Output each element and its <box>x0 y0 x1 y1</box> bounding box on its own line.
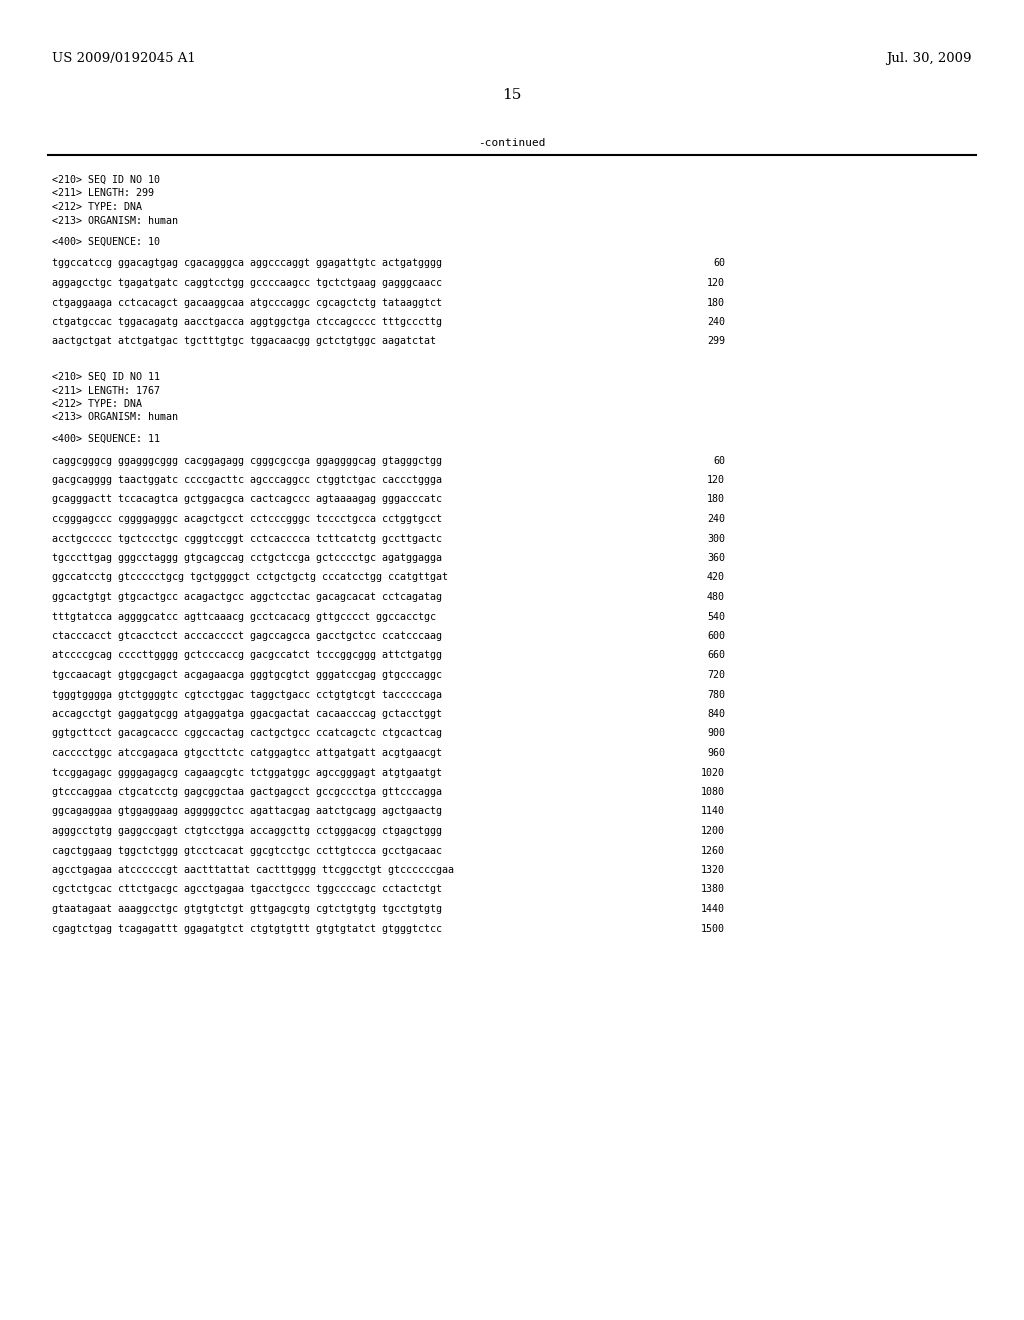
Text: 300: 300 <box>707 533 725 544</box>
Text: ggtgcttcct gacagcaccc cggccactag cactgctgcc ccatcagctc ctgcactcag: ggtgcttcct gacagcaccc cggccactag cactgct… <box>52 729 442 738</box>
Text: acctgccccc tgctccctgc cgggtccggt cctcacccca tcttcatctg gccttgactc: acctgccccc tgctccctgc cgggtccggt cctcacc… <box>52 533 442 544</box>
Text: <212> TYPE: DNA: <212> TYPE: DNA <box>52 399 142 409</box>
Text: 420: 420 <box>707 573 725 582</box>
Text: aggagcctgc tgagatgatc caggtcctgg gccccaagcc tgctctgaag gagggcaacc: aggagcctgc tgagatgatc caggtcctgg gccccaa… <box>52 279 442 288</box>
Text: 900: 900 <box>707 729 725 738</box>
Text: <400> SEQUENCE: 10: <400> SEQUENCE: 10 <box>52 238 160 247</box>
Text: cgagtctgag tcagagattt ggagatgtct ctgtgtgttt gtgtgtatct gtgggtctcc: cgagtctgag tcagagattt ggagatgtct ctgtgtg… <box>52 924 442 933</box>
Text: 15: 15 <box>503 88 521 102</box>
Text: gtaatagaat aaaggcctgc gtgtgtctgt gttgagcgtg cgtctgtgtg tgcctgtgtg: gtaatagaat aaaggcctgc gtgtgtctgt gttgagc… <box>52 904 442 913</box>
Text: US 2009/0192045 A1: US 2009/0192045 A1 <box>52 51 196 65</box>
Text: <212> TYPE: DNA: <212> TYPE: DNA <box>52 202 142 213</box>
Text: 1320: 1320 <box>701 865 725 875</box>
Text: <400> SEQUENCE: 11: <400> SEQUENCE: 11 <box>52 434 160 444</box>
Text: 660: 660 <box>707 651 725 660</box>
Text: tgcccttgag gggcctaggg gtgcagccag cctgctccga gctcccctgc agatggagga: tgcccttgag gggcctaggg gtgcagccag cctgctc… <box>52 553 442 564</box>
Text: tccggagagc ggggagagcg cagaagcgtc tctggatggc agccgggagt atgtgaatgt: tccggagagc ggggagagcg cagaagcgtc tctggat… <box>52 767 442 777</box>
Text: ccgggagccc cggggagggc acagctgcct cctcccgggc tcccctgcca cctggtgcct: ccgggagccc cggggagggc acagctgcct cctcccg… <box>52 513 442 524</box>
Text: 960: 960 <box>707 748 725 758</box>
Text: tttgtatcca aggggcatcc agttcaaacg gcctcacacg gttgcccct ggccacctgc: tttgtatcca aggggcatcc agttcaaacg gcctcac… <box>52 611 436 622</box>
Text: 1380: 1380 <box>701 884 725 895</box>
Text: <210> SEQ ID NO 11: <210> SEQ ID NO 11 <box>52 372 160 381</box>
Text: 240: 240 <box>707 513 725 524</box>
Text: aactgctgat atctgatgac tgctttgtgc tggacaacgg gctctgtggc aagatctat: aactgctgat atctgatgac tgctttgtgc tggacaa… <box>52 337 436 346</box>
Text: 1080: 1080 <box>701 787 725 797</box>
Text: 840: 840 <box>707 709 725 719</box>
Text: <211> LENGTH: 299: <211> LENGTH: 299 <box>52 189 154 198</box>
Text: agcctgagaa atccccccgt aactttattat cactttgggg ttcggcctgt gtccccccgaa: agcctgagaa atccccccgt aactttattat cacttt… <box>52 865 454 875</box>
Text: gcagggactt tccacagtca gctggacgca cactcagccc agtaaaagag gggacccatc: gcagggactt tccacagtca gctggacgca cactcag… <box>52 495 442 504</box>
Text: ctgaggaaga cctcacagct gacaaggcaa atgcccaggc cgcagctctg tataaggtct: ctgaggaaga cctcacagct gacaaggcaa atgccca… <box>52 297 442 308</box>
Text: tgccaacagt gtggcgagct acgagaacga gggtgcgtct gggatccgag gtgcccaggc: tgccaacagt gtggcgagct acgagaacga gggtgcg… <box>52 671 442 680</box>
Text: tgggtgggga gtctggggtc cgtcctggac taggctgacc cctgtgtcgt tacccccaga: tgggtgggga gtctggggtc cgtcctggac taggctg… <box>52 689 442 700</box>
Text: 1200: 1200 <box>701 826 725 836</box>
Text: tggccatccg ggacagtgag cgacagggca aggcccaggt ggagattgtc actgatgggg: tggccatccg ggacagtgag cgacagggca aggccca… <box>52 259 442 268</box>
Text: Jul. 30, 2009: Jul. 30, 2009 <box>887 51 972 65</box>
Text: <213> ORGANISM: human: <213> ORGANISM: human <box>52 412 178 422</box>
Text: caggcgggcg ggagggcggg cacggagagg cgggcgccga ggaggggcag gtagggctgg: caggcgggcg ggagggcggg cacggagagg cgggcgc… <box>52 455 442 466</box>
Text: agggcctgtg gaggccgagt ctgtcctgga accaggcttg cctgggacgg ctgagctggg: agggcctgtg gaggccgagt ctgtcctgga accaggc… <box>52 826 442 836</box>
Text: 600: 600 <box>707 631 725 642</box>
Text: 299: 299 <box>707 337 725 346</box>
Text: 1500: 1500 <box>701 924 725 933</box>
Text: 540: 540 <box>707 611 725 622</box>
Text: ggccatcctg gtccccctgcg tgctggggct cctgctgctg cccatcctgg ccatgttgat: ggccatcctg gtccccctgcg tgctggggct cctgct… <box>52 573 449 582</box>
Text: atccccgcag ccccttgggg gctcccaccg gacgccatct tcccggcggg attctgatgg: atccccgcag ccccttgggg gctcccaccg gacgcca… <box>52 651 442 660</box>
Text: 1140: 1140 <box>701 807 725 817</box>
Text: 120: 120 <box>707 475 725 484</box>
Text: 60: 60 <box>713 259 725 268</box>
Text: 60: 60 <box>713 455 725 466</box>
Text: cagctggaag tggctctggg gtcctcacat ggcgtcctgc ccttgtccca gcctgacaac: cagctggaag tggctctggg gtcctcacat ggcgtcc… <box>52 846 442 855</box>
Text: ctgatgccac tggacagatg aacctgacca aggtggctga ctccagcccc tttgcccttg: ctgatgccac tggacagatg aacctgacca aggtggc… <box>52 317 442 327</box>
Text: <211> LENGTH: 1767: <211> LENGTH: 1767 <box>52 385 160 396</box>
Text: -continued: -continued <box>478 139 546 148</box>
Text: 720: 720 <box>707 671 725 680</box>
Text: gacgcagggg taactggatc ccccgacttc agcccaggcc ctggtctgac caccctggga: gacgcagggg taactggatc ccccgacttc agcccag… <box>52 475 442 484</box>
Text: ctacccacct gtcacctcct acccacccct gagccagcca gacctgctcc ccatcccaag: ctacccacct gtcacctcct acccacccct gagccag… <box>52 631 442 642</box>
Text: 120: 120 <box>707 279 725 288</box>
Text: <213> ORGANISM: human: <213> ORGANISM: human <box>52 215 178 226</box>
Text: ggcactgtgt gtgcactgcc acagactgcc aggctcctac gacagcacat cctcagatag: ggcactgtgt gtgcactgcc acagactgcc aggctcc… <box>52 591 442 602</box>
Text: 360: 360 <box>707 553 725 564</box>
Text: 1440: 1440 <box>701 904 725 913</box>
Text: 780: 780 <box>707 689 725 700</box>
Text: cacccctggc atccgagaca gtgccttctc catggagtcc attgatgatt acgtgaacgt: cacccctggc atccgagaca gtgccttctc catggag… <box>52 748 442 758</box>
Text: gtcccaggaa ctgcatcctg gagcggctaa gactgagcct gccgccctga gttcccagga: gtcccaggaa ctgcatcctg gagcggctaa gactgag… <box>52 787 442 797</box>
Text: 240: 240 <box>707 317 725 327</box>
Text: 1020: 1020 <box>701 767 725 777</box>
Text: cgctctgcac cttctgacgc agcctgagaa tgacctgccc tggccccagc cctactctgt: cgctctgcac cttctgacgc agcctgagaa tgacctg… <box>52 884 442 895</box>
Text: ggcagaggaa gtggaggaag agggggctcc agattacgag aatctgcagg agctgaactg: ggcagaggaa gtggaggaag agggggctcc agattac… <box>52 807 442 817</box>
Text: 180: 180 <box>707 495 725 504</box>
Text: 180: 180 <box>707 297 725 308</box>
Text: 480: 480 <box>707 591 725 602</box>
Text: 1260: 1260 <box>701 846 725 855</box>
Text: accagcctgt gaggatgcgg atgaggatga ggacgactat cacaacccag gctacctggt: accagcctgt gaggatgcgg atgaggatga ggacgac… <box>52 709 442 719</box>
Text: <210> SEQ ID NO 10: <210> SEQ ID NO 10 <box>52 176 160 185</box>
